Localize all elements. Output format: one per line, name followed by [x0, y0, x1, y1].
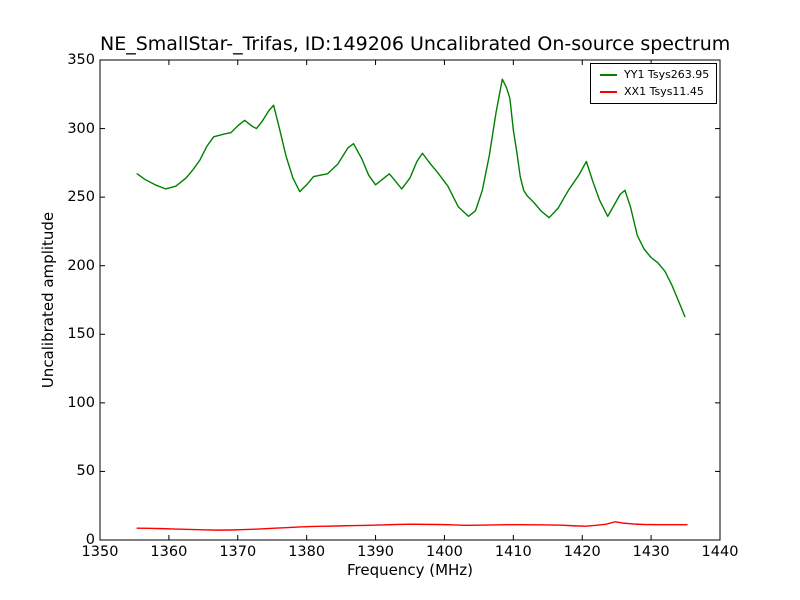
x-tick-label: 1350 [81, 544, 119, 560]
plot-spines [99, 59, 721, 541]
y-tick-label: 0 [85, 532, 95, 548]
series-line-yy1 [136, 78, 686, 318]
x-tick-label: 1400 [425, 544, 463, 560]
x-tick-label: 1420 [563, 544, 601, 560]
y-tick-label: 350 [67, 52, 95, 68]
y-tick-label: 300 [67, 120, 95, 137]
yy1-line-swatch-icon [600, 73, 617, 76]
x-tick-label: 1390 [357, 544, 394, 560]
y-tick-label: 50 [76, 463, 95, 480]
plot-title: NE_SmallStar-_Trifas, ID:149206 Uncalibr… [100, 33, 731, 55]
x-tick-label: 1430 [632, 544, 670, 560]
legend-entry-xx1: XX1 Tsys11.45 [598, 84, 709, 99]
x-axis-label: Frequency (MHz) [346, 561, 474, 579]
x-tick-label: 1370 [219, 544, 257, 560]
series-line-xx1 [136, 521, 688, 531]
y-axis-label: Uncalibrated amplitude [39, 211, 57, 389]
y-tick-label: 100 [67, 394, 95, 411]
xx1-line-swatch-icon [600, 90, 617, 93]
legend-label-yy1: YY1 Tsys263.95 [624, 68, 710, 81]
legend: YY1 Tsys263.95 XX1 Tsys11.45 [590, 63, 718, 104]
y-tick-label: 250 [67, 189, 95, 206]
legend-label-xx1: XX1 Tsys11.45 [624, 85, 704, 98]
x-tick-label: 1360 [150, 544, 188, 560]
legend-entry-yy1: YY1 Tsys263.95 [598, 67, 709, 82]
y-tick-label: 150 [67, 326, 95, 343]
y-tick-label: 200 [67, 257, 95, 274]
x-tick-label: 1440 [701, 544, 739, 560]
x-tick-label: 1410 [494, 544, 532, 560]
x-tick-label: 1380 [288, 544, 326, 560]
